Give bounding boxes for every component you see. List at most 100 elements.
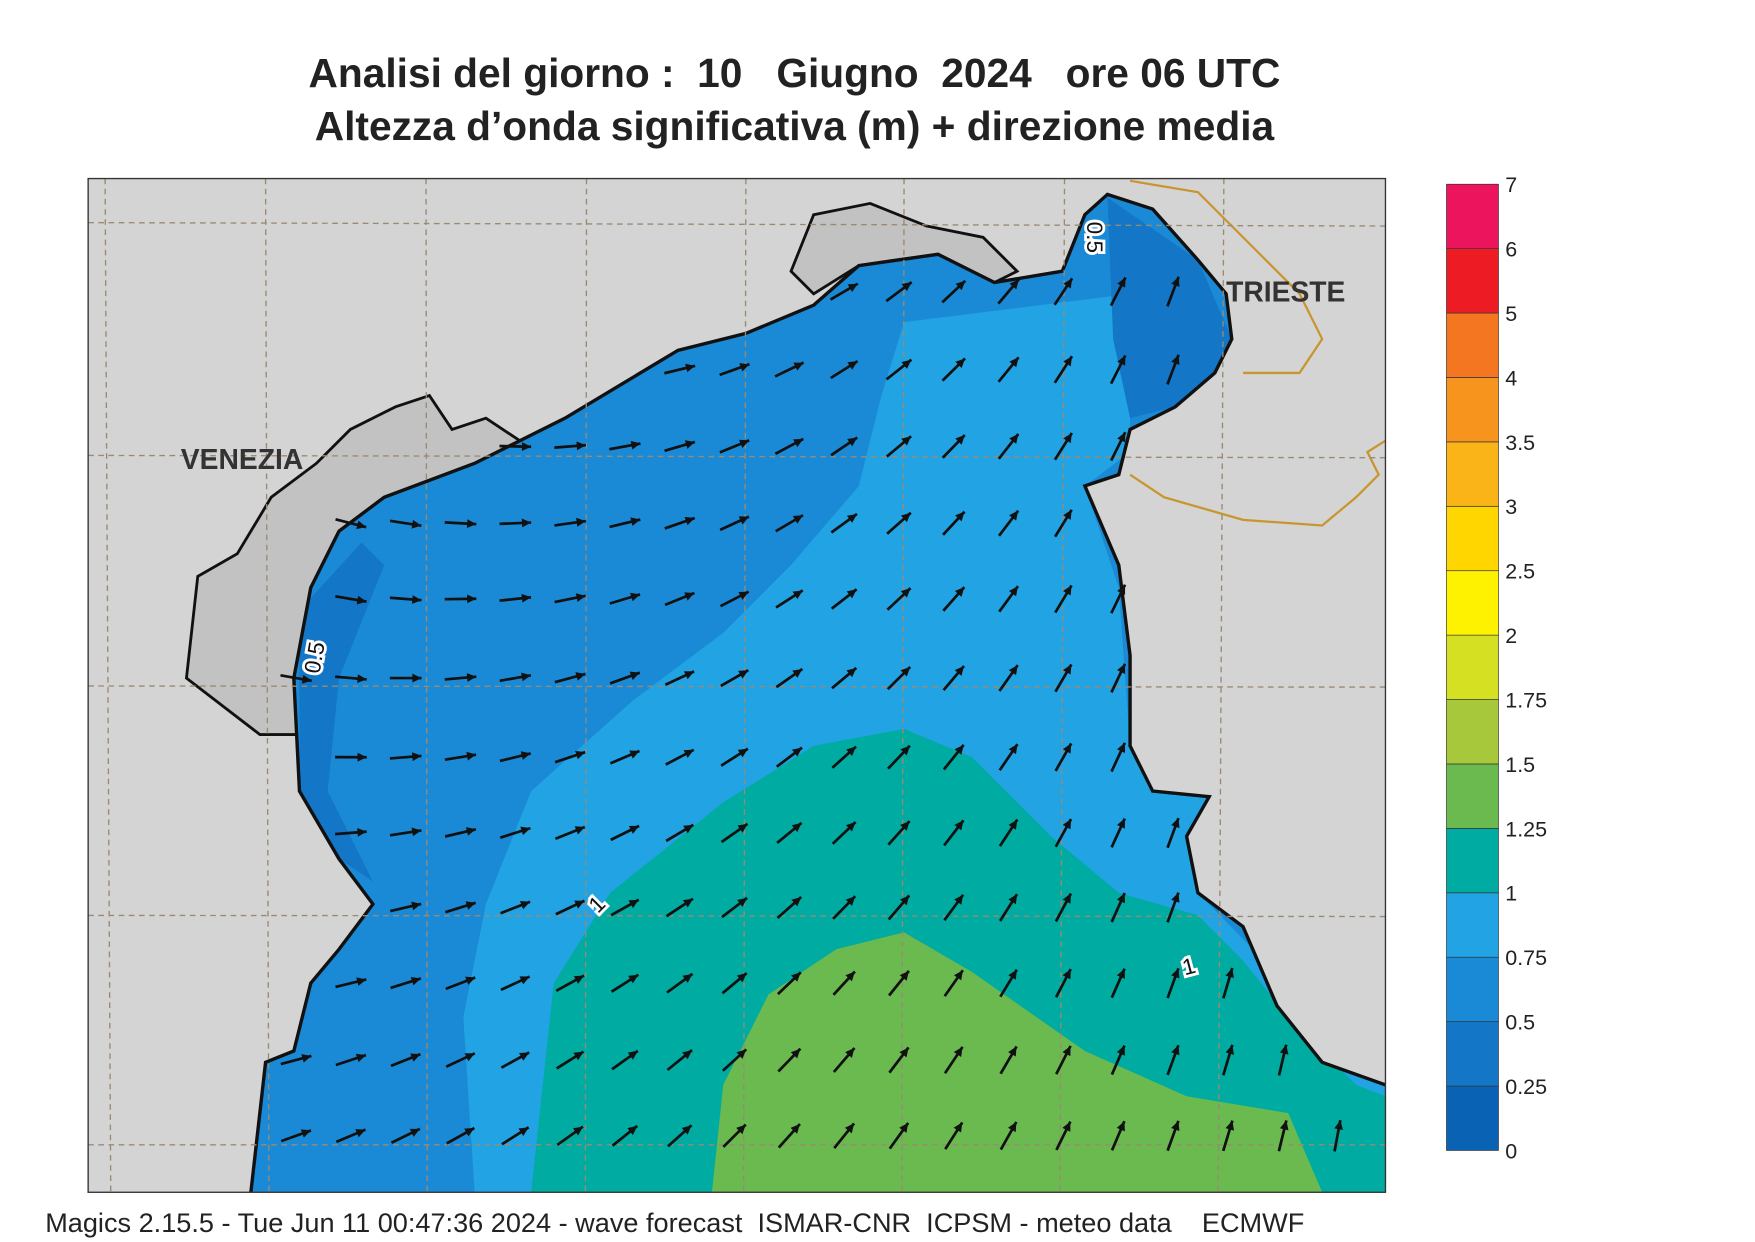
arrow: [1222, 1044, 1234, 1076]
arrow-head: [793, 362, 804, 371]
arrow-head: [410, 976, 421, 986]
arrow-head: [1062, 969, 1071, 980]
arrow: [832, 1047, 856, 1073]
arrow-head: [1009, 357, 1019, 368]
colorbar-band: [1446, 505, 1499, 572]
arrow: [830, 512, 858, 534]
arrow: [554, 672, 586, 684]
arrow: [500, 975, 531, 992]
arrow-head: [300, 1129, 311, 1138]
arrow-head: [739, 439, 750, 448]
arrow: [776, 895, 803, 919]
arrow: [555, 974, 585, 992]
arrow-head: [1171, 1045, 1180, 1056]
arrow: [665, 823, 695, 843]
arrow-head: [738, 670, 749, 679]
arrow-head: [738, 591, 749, 600]
arrow: [830, 436, 859, 457]
arrow: [335, 518, 367, 530]
arrow-head: [464, 1053, 475, 1062]
arrow-head: [1225, 1044, 1234, 1055]
arrow: [1110, 1120, 1126, 1151]
arrow-head: [629, 750, 640, 759]
arrow: [499, 442, 532, 451]
arrow-head: [1116, 968, 1125, 979]
title-line-2: Altezza d’onda significativa (m) + direz…: [315, 103, 1275, 149]
arrow: [554, 517, 586, 527]
arrow: [1333, 1119, 1344, 1152]
arrow: [335, 1128, 366, 1144]
colorbar-label: 6: [1505, 238, 1517, 262]
arrow: [1054, 742, 1073, 772]
arrow-head: [411, 901, 422, 911]
arrow-head: [791, 897, 802, 907]
arrow-head: [574, 826, 585, 835]
arrow: [998, 664, 1019, 692]
arrow-head: [1009, 433, 1019, 444]
arrow-head: [847, 437, 858, 447]
arrow: [390, 976, 422, 990]
arrow-head: [846, 589, 857, 599]
arrow-head: [682, 973, 693, 983]
arrow: [998, 818, 1019, 847]
arrow: [609, 592, 641, 605]
arrow-head: [739, 363, 750, 372]
arrow: [721, 972, 748, 995]
arrow-head: [355, 1053, 366, 1063]
arrow-head: [1171, 968, 1180, 979]
arrow-head: [1225, 1120, 1234, 1131]
arrow-head: [684, 440, 695, 449]
arrow: [999, 968, 1018, 998]
colorbar-band: [1446, 312, 1499, 378]
arrow-head: [518, 1127, 529, 1136]
colorbar-label: 0.5: [1505, 1011, 1535, 1035]
arrow: [389, 673, 422, 683]
arrow: [556, 1125, 584, 1147]
arrow-head: [357, 674, 367, 684]
arrow: [998, 743, 1019, 772]
arrow: [999, 1121, 1018, 1151]
arrow-head: [901, 282, 912, 292]
arrow-head: [1008, 665, 1018, 676]
arrow: [998, 585, 1020, 613]
colorbar-label: 1: [1505, 882, 1517, 906]
arrow-head: [1008, 586, 1018, 597]
colorbar-label: 0.75: [1505, 946, 1547, 970]
colorbar: 0 0.25 0.5 0.75 1 1.25 1.5 1.75 2 2.5 3 3.5 4 5 6 7: [1446, 173, 1547, 1163]
arrow: [445, 976, 476, 991]
arrow-head: [628, 974, 639, 984]
arrow: [335, 1053, 367, 1067]
arrow-head: [737, 897, 748, 907]
arrow: [888, 1122, 910, 1150]
arrow: [1109, 276, 1127, 307]
arrow-head: [412, 673, 422, 683]
place-label: VENEZIA: [181, 443, 303, 475]
arrow-head: [1279, 1120, 1289, 1131]
arrow-head: [1008, 969, 1017, 980]
arrow-head: [736, 1124, 746, 1135]
arrow: [335, 594, 367, 605]
arrow-head: [792, 590, 803, 600]
arrow: [1055, 1045, 1072, 1075]
arrow: [831, 820, 857, 845]
arrow: [998, 893, 1019, 922]
arrow: [446, 1126, 475, 1145]
arrow-head: [736, 973, 747, 983]
arrow-head: [1117, 355, 1126, 366]
contour-label: 0.5: [300, 640, 330, 675]
arrow: [444, 901, 477, 914]
arrow-head: [1062, 1121, 1071, 1132]
arrow: [830, 359, 859, 380]
arrow-head: [1062, 893, 1071, 904]
arrow: [554, 825, 586, 841]
arrow: [611, 1124, 639, 1147]
arrow-head: [411, 519, 422, 529]
arrow-head: [575, 672, 586, 681]
arrow: [1110, 742, 1127, 773]
arrow-head: [576, 517, 586, 527]
arrow-head: [1116, 893, 1125, 904]
arrow-head: [1063, 433, 1072, 444]
arrow: [666, 972, 694, 994]
arrow-head: [955, 358, 966, 369]
arrow: [832, 895, 857, 920]
